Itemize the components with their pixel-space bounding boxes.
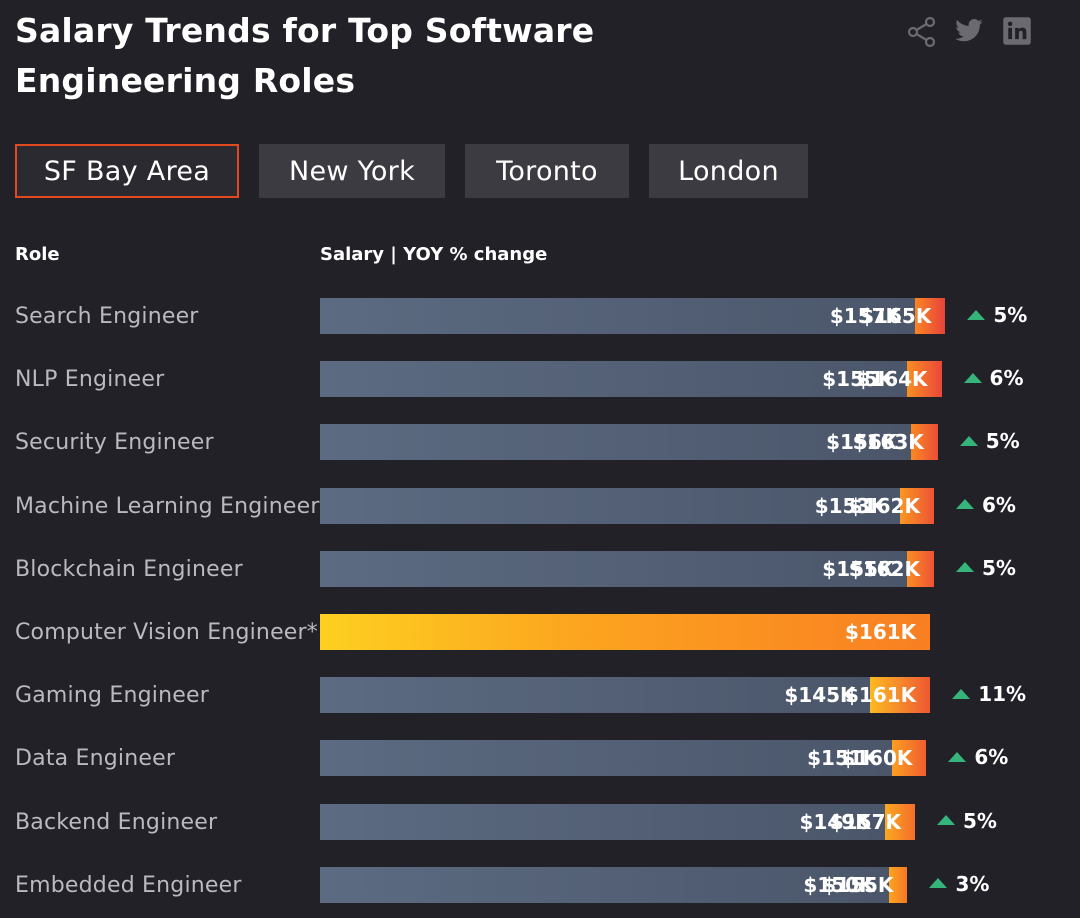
current-salary-label: $160K (841, 746, 913, 771)
previous-salary-bar (320, 487, 900, 524)
up-arrow-icon (955, 562, 974, 573)
tab-new-york[interactable]: New York (259, 144, 445, 198)
bar-row-blockchain-engineer[interactable]: $155K $162K (320, 550, 934, 587)
current-salary-bar (899, 487, 934, 524)
current-salary-label: $155K (822, 872, 894, 897)
up-arrow-icon (937, 815, 956, 826)
previous-salary-label: $155K (822, 556, 894, 581)
yoy-change-nlp-engineer: 6% (963, 360, 1024, 396)
role-label-gaming-engineer: Gaming Engineer (15, 683, 209, 709)
current-salary-bar (884, 803, 916, 840)
current-salary-label: $163K (852, 430, 924, 455)
up-arrow-icon (967, 309, 986, 320)
linkedin-icon[interactable] (1002, 16, 1032, 46)
role-column-header: Role (15, 244, 60, 265)
up-arrow-icon (929, 878, 948, 889)
previous-salary-label: $145K (784, 683, 856, 708)
current-salary-bar (907, 550, 934, 587)
role-label-data-engineer: Data Engineer (15, 746, 176, 772)
up-arrow-icon (955, 499, 974, 510)
current-salary-bar (911, 424, 938, 461)
yoy-change-backend-engineer: 5% (937, 803, 997, 839)
bar-row-security-engineer[interactable]: $156K $163K (320, 424, 938, 461)
yoy-change-search-engineer: 5% (967, 297, 1027, 333)
role-label-blockchain-engineer: Blockchain Engineer (15, 556, 243, 582)
role-label-search-engineer: Search Engineer (15, 304, 199, 329)
current-salary-bar (869, 677, 931, 714)
previous-salary-bar (320, 803, 885, 840)
up-arrow-icon (963, 372, 982, 383)
twitter-icon[interactable] (954, 16, 984, 46)
yoy-change-security-engineer: 5% (959, 423, 1020, 459)
yoy-change-machine-learning-engineer: 6% (955, 487, 1016, 523)
previous-salary-bar (320, 424, 912, 461)
bar-row-embedded-engineer[interactable]: $150K $155K (320, 866, 908, 903)
previous-salary-bar (320, 361, 908, 398)
bar-row-search-engineer[interactable]: $157K $165K (320, 298, 946, 334)
previous-salary-label: $155K (822, 367, 894, 392)
current-salary-bar (915, 298, 946, 334)
tab-london[interactable]: London (649, 144, 808, 198)
current-salary-bar (320, 614, 931, 650)
current-salary-label: $157K (829, 809, 902, 834)
current-salary-label: $161K (845, 683, 917, 708)
previous-salary-bar (320, 677, 870, 714)
yoy-change-blockchain-engineer: 5% (955, 550, 1016, 586)
previous-salary-label: $150K (803, 872, 875, 897)
current-salary-label: $161K (845, 620, 917, 644)
up-arrow-icon (959, 435, 978, 446)
title-line-2: Engineering Roles (15, 61, 356, 100)
bar-row-computer-vision-engineer[interactable]: $161K (320, 614, 931, 650)
role-label-machine-learning-engineer: Machine Learning Engineer (15, 493, 320, 519)
previous-salary-label: $149K (799, 809, 871, 834)
previous-salary-bar (320, 740, 893, 777)
previous-salary-label: $157K (829, 304, 902, 328)
current-salary-label: $162K (848, 556, 920, 581)
title-line-1: Salary Trends for Top Software (15, 11, 595, 50)
previous-salary-label: $151K (807, 746, 879, 771)
up-arrow-icon (952, 688, 971, 699)
role-label-nlp-engineer: NLP Engineer (15, 367, 165, 393)
yoy-change-gaming-engineer: 11% (952, 676, 1026, 712)
share-icon[interactable] (906, 16, 938, 48)
previous-salary-bar (320, 298, 916, 334)
current-salary-bar (892, 740, 927, 777)
chart-title: Salary Trends for Top Software Engineeri… (15, 6, 775, 106)
bar-row-data-engineer[interactable]: $151K $160K (320, 740, 927, 777)
current-salary-label: $162K (848, 493, 920, 518)
yoy-change-embedded-engineer: 3% (929, 866, 989, 902)
bar-row-nlp-engineer[interactable]: $155K $164K (320, 361, 942, 398)
role-label-embedded-engineer: Embedded Engineer (15, 872, 242, 898)
previous-salary-label: $153K (814, 493, 886, 518)
previous-salary-bar (320, 866, 889, 903)
yoy-change-data-engineer: 6% (948, 739, 1008, 775)
tab-sf-bay-area[interactable]: SF Bay Area (15, 144, 239, 198)
previous-salary-bar (320, 550, 908, 587)
current-salary-label: $164K (856, 367, 928, 392)
current-salary-bar (907, 361, 942, 398)
current-salary-label: $165K (860, 304, 932, 328)
role-label-security-engineer: Security Engineer (15, 430, 214, 456)
role-label-computer-vision-engineer: Computer Vision Engineer* (15, 620, 318, 645)
bar-row-machine-learning-engineer[interactable]: $153K $162K (320, 487, 934, 524)
previous-salary-label: $156K (826, 430, 898, 455)
salary-column-header: Salary | YOY % change (320, 244, 548, 265)
bar-row-backend-engineer[interactable]: $149K $157K (320, 803, 916, 840)
current-salary-bar (888, 866, 908, 903)
bar-row-gaming-engineer[interactable]: $145K $161K (320, 677, 931, 714)
role-label-backend-engineer: Backend Engineer (15, 809, 218, 835)
tab-toronto[interactable]: Toronto (465, 144, 629, 198)
up-arrow-icon (948, 751, 967, 762)
